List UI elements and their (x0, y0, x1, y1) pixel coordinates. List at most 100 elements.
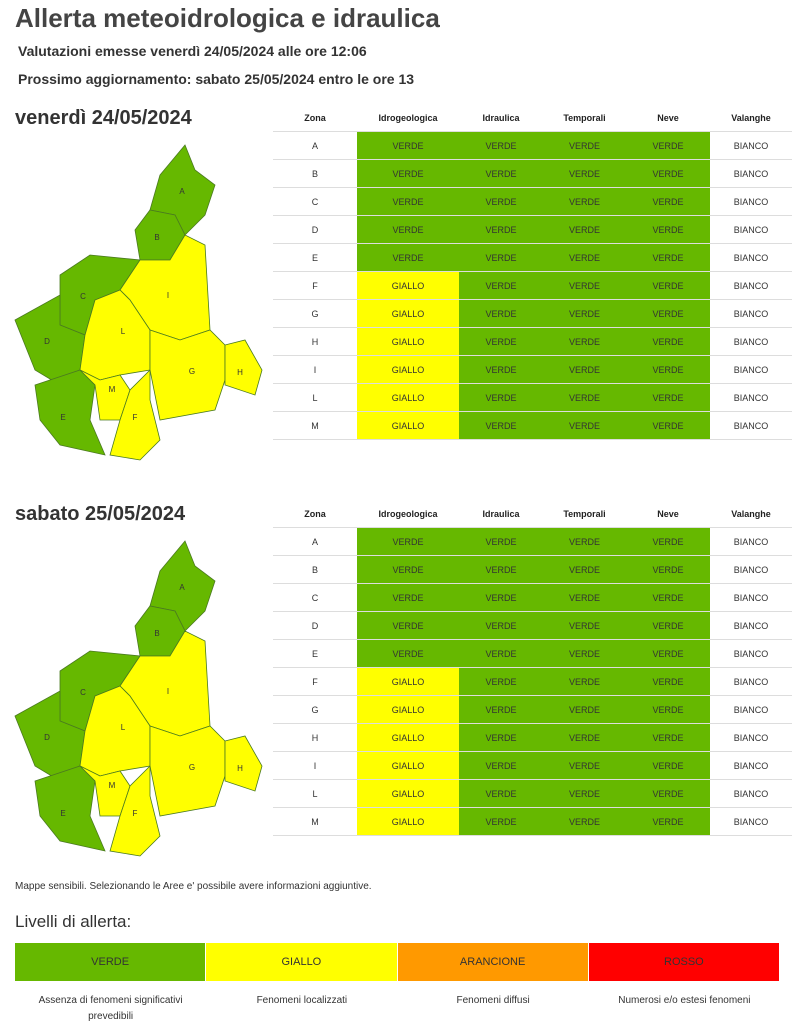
level-cell: VERDE (543, 412, 626, 440)
map-zone[interactable] (224, 735, 263, 792)
level-cell: GIALLO (357, 328, 459, 356)
zone-row: I GIALLO VERDE VERDE VERDE BIANCO (273, 752, 792, 780)
map-zone[interactable] (79, 685, 151, 777)
level-cell: VERDE (626, 328, 710, 356)
zone-cell: C (273, 584, 357, 612)
level-cell: VERDE (357, 584, 459, 612)
level-cell: BIANCO (710, 612, 792, 640)
column-header: Valanghe (710, 501, 792, 528)
legend-swatch: ARANCIONE (397, 943, 589, 981)
level-cell: VERDE (357, 528, 459, 556)
level-cell: BIANCO (710, 412, 792, 440)
map-zone[interactable] (109, 765, 161, 857)
level-cell: VERDE (626, 612, 710, 640)
level-cell: VERDE (459, 528, 543, 556)
map-zone[interactable] (79, 289, 151, 381)
zone-cell: M (273, 412, 357, 440)
map-zone-label: D (44, 337, 50, 346)
level-cell: VERDE (459, 584, 543, 612)
map-zone-label: C (80, 292, 86, 301)
level-cell: VERDE (626, 640, 710, 668)
zone-cell: E (273, 244, 357, 272)
zone-row: D VERDE VERDE VERDE VERDE BIANCO (273, 216, 792, 244)
level-cell: VERDE (626, 528, 710, 556)
day-section: sabato 25/05/2024 A B C D E I L M F G H Zona Idrogeol… (0, 501, 800, 871)
level-cell: VERDE (459, 612, 543, 640)
level-cell: GIALLO (357, 356, 459, 384)
map-zone-label: F (133, 413, 138, 422)
map-zone-label: M (109, 385, 116, 394)
level-cell: VERDE (626, 668, 710, 696)
zone-cell: E (273, 640, 357, 668)
column-header: Temporali (543, 105, 626, 132)
legend-description: Numerosi e/o estesi fenomeni (618, 995, 751, 1006)
legend-level-name: ROSSO (664, 956, 704, 968)
level-cell: VERDE (459, 724, 543, 752)
map-zone[interactable] (149, 329, 226, 421)
level-cell: VERDE (459, 808, 543, 836)
map-zone-label: D (44, 733, 50, 742)
level-cell: GIALLO (357, 724, 459, 752)
legend-title: Livelli di allerta: (15, 912, 132, 931)
level-cell: BIANCO (710, 584, 792, 612)
level-cell: VERDE (626, 160, 710, 188)
level-cell: VERDE (543, 188, 626, 216)
map-zone[interactable] (224, 339, 263, 396)
level-cell: VERDE (626, 752, 710, 780)
map-zone[interactable] (109, 369, 161, 461)
level-cell: BIANCO (710, 160, 792, 188)
zone-row: I GIALLO VERDE VERDE VERDE BIANCO (273, 356, 792, 384)
table-header-row: Zona Idrogeologica Idraulica Temporali Neve V… (273, 105, 792, 132)
legend-swatch: VERDE (15, 943, 207, 981)
zone-row: A VERDE VERDE VERDE VERDE BIANCO (273, 132, 792, 160)
map-zone-label: L (121, 723, 126, 732)
level-cell: VERDE (543, 724, 626, 752)
map-zone[interactable] (149, 725, 226, 817)
day-title: venerdì 24/05/2024 (15, 107, 192, 129)
level-cell: VERDE (626, 356, 710, 384)
zone-cell: M (273, 808, 357, 836)
zone-row: G GIALLO VERDE VERDE VERDE BIANCO (273, 696, 792, 724)
level-cell: BIANCO (710, 188, 792, 216)
legend-descriptions: Assenza di fenomeni significativi preved… (15, 993, 780, 1025)
level-cell: VERDE (459, 272, 543, 300)
legend-level-name: VERDE (91, 956, 130, 968)
level-cell: BIANCO (710, 752, 792, 780)
level-cell: VERDE (459, 160, 543, 188)
level-cell: GIALLO (357, 808, 459, 836)
level-cell: VERDE (459, 132, 543, 160)
level-cell: BIANCO (710, 244, 792, 272)
column-header: Zona (273, 105, 357, 132)
zone-row: B VERDE VERDE VERDE VERDE BIANCO (273, 160, 792, 188)
zone-row: E VERDE VERDE VERDE VERDE BIANCO (273, 244, 792, 272)
legend-level-name: ARANCIONE (459, 956, 526, 968)
level-cell: VERDE (459, 384, 543, 412)
zone-cell: L (273, 384, 357, 412)
zone-row: L GIALLO VERDE VERDE VERDE BIANCO (273, 384, 792, 412)
zone-row: C VERDE VERDE VERDE VERDE BIANCO (273, 188, 792, 216)
map-zone-label: A (179, 583, 185, 592)
column-header: Neve (626, 501, 710, 528)
map-zone-label: G (189, 367, 195, 376)
column-header: Valanghe (710, 105, 792, 132)
zone-row: H GIALLO VERDE VERDE VERDE BIANCO (273, 724, 792, 752)
map-note: Mappe sensibili. Selezionando le Aree e'… (15, 881, 372, 892)
column-header: Temporali (543, 501, 626, 528)
level-cell: VERDE (626, 696, 710, 724)
zone-cell: H (273, 724, 357, 752)
level-cell: GIALLO (357, 696, 459, 724)
level-cell: VERDE (459, 300, 543, 328)
level-cell: BIANCO (710, 132, 792, 160)
zone-row: F GIALLO VERDE VERDE VERDE BIANCO (273, 668, 792, 696)
level-cell: VERDE (459, 696, 543, 724)
level-cell: BIANCO (710, 808, 792, 836)
level-cell: VERDE (543, 780, 626, 808)
level-cell: GIALLO (357, 384, 459, 412)
zone-row: A VERDE VERDE VERDE VERDE BIANCO (273, 528, 792, 556)
level-cell: VERDE (459, 216, 543, 244)
level-cell: VERDE (626, 244, 710, 272)
map-zone-label: H (237, 764, 243, 773)
zone-row: B VERDE VERDE VERDE VERDE BIANCO (273, 556, 792, 584)
level-cell: BIANCO (710, 668, 792, 696)
zone-row: M GIALLO VERDE VERDE VERDE BIANCO (273, 808, 792, 836)
